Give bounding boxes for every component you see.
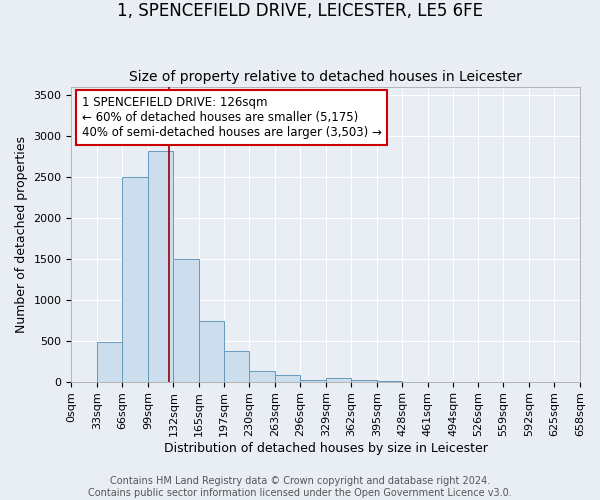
Bar: [148, 151, 173, 382]
Bar: [224, 350, 249, 382]
Bar: [173, 259, 199, 382]
Bar: [199, 321, 224, 382]
Bar: [275, 375, 300, 382]
Y-axis label: Number of detached properties: Number of detached properties: [15, 136, 28, 333]
Bar: [122, 177, 148, 382]
Text: Contains HM Land Registry data © Crown copyright and database right 2024.
Contai: Contains HM Land Registry data © Crown c…: [88, 476, 512, 498]
Text: 1, SPENCEFIELD DRIVE, LEICESTER, LE5 6FE: 1, SPENCEFIELD DRIVE, LEICESTER, LE5 6FE: [117, 2, 483, 21]
Bar: [249, 371, 275, 382]
Title: Size of property relative to detached houses in Leicester: Size of property relative to detached ho…: [129, 70, 522, 85]
X-axis label: Distribution of detached houses by size in Leicester: Distribution of detached houses by size …: [164, 442, 488, 455]
Bar: [351, 380, 377, 382]
Bar: [97, 342, 122, 382]
Bar: [300, 380, 326, 382]
Bar: [326, 378, 351, 382]
Text: 1 SPENCEFIELD DRIVE: 126sqm
← 60% of detached houses are smaller (5,175)
40% of : 1 SPENCEFIELD DRIVE: 126sqm ← 60% of det…: [82, 96, 382, 139]
